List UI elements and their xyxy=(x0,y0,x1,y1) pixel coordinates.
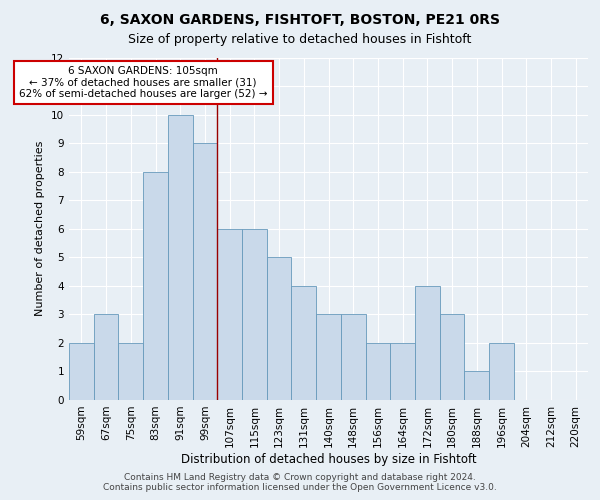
Bar xyxy=(69,343,94,400)
Bar xyxy=(440,314,464,400)
Bar xyxy=(415,286,440,400)
Text: Contains HM Land Registry data © Crown copyright and database right 2024.
Contai: Contains HM Land Registry data © Crown c… xyxy=(103,473,497,492)
Text: 6, SAXON GARDENS, FISHTOFT, BOSTON, PE21 0RS: 6, SAXON GARDENS, FISHTOFT, BOSTON, PE21… xyxy=(100,12,500,26)
Bar xyxy=(94,314,118,400)
Bar xyxy=(118,343,143,400)
Bar xyxy=(341,314,365,400)
Bar xyxy=(242,229,267,400)
Bar xyxy=(489,343,514,400)
Bar xyxy=(168,114,193,400)
Bar xyxy=(464,372,489,400)
X-axis label: Distribution of detached houses by size in Fishtoft: Distribution of detached houses by size … xyxy=(181,452,476,466)
Bar xyxy=(217,229,242,400)
Bar xyxy=(193,143,217,400)
Text: 6 SAXON GARDENS: 105sqm
← 37% of detached houses are smaller (31)
62% of semi-de: 6 SAXON GARDENS: 105sqm ← 37% of detache… xyxy=(19,66,268,100)
Text: Size of property relative to detached houses in Fishtoft: Size of property relative to detached ho… xyxy=(128,32,472,46)
Y-axis label: Number of detached properties: Number of detached properties xyxy=(35,141,46,316)
Bar xyxy=(390,343,415,400)
Bar xyxy=(316,314,341,400)
Bar xyxy=(267,258,292,400)
Bar xyxy=(143,172,168,400)
Bar xyxy=(365,343,390,400)
Bar xyxy=(292,286,316,400)
